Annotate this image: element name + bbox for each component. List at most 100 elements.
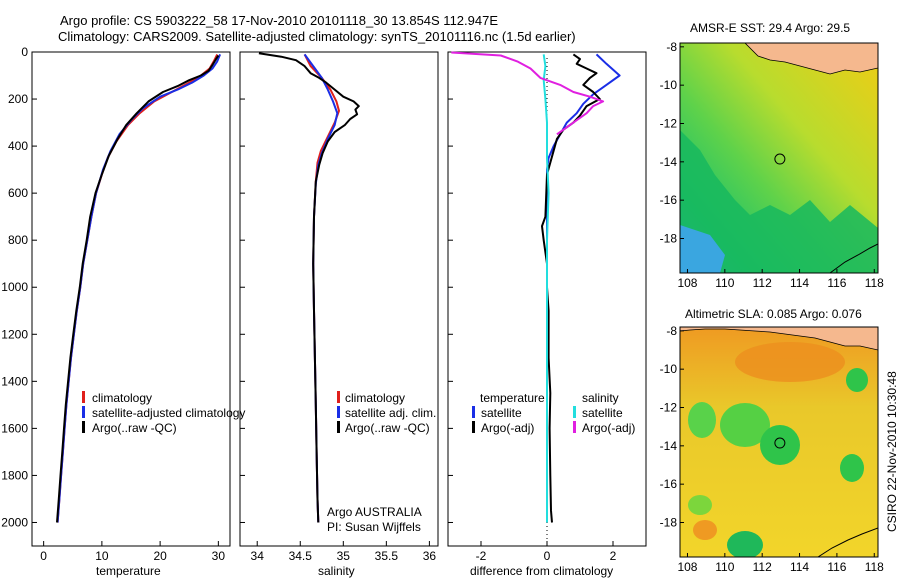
y-tick-label: 0 <box>21 45 28 59</box>
y-tick-label: 400 <box>8 139 28 153</box>
difference-x-label: difference from climatology <box>470 564 613 578</box>
sla-green-blob-6 <box>727 531 763 557</box>
series-line-salinity-argo-adj <box>451 51 605 136</box>
legend-label-argo: Argo(..raw -QC) <box>345 421 430 435</box>
legend-label-temp-satellite: satellite <box>481 406 522 420</box>
map-x-tick-label: 108 <box>677 276 697 290</box>
map-y-tick-label: -18 <box>660 232 678 246</box>
sla-green-blob-4 <box>846 368 868 392</box>
x-tick-label: 0 <box>40 549 47 563</box>
sla-orange-blob <box>735 342 845 382</box>
map-y-tick-label: -10 <box>660 362 678 376</box>
legend-swatch-satellite <box>337 406 340 418</box>
sst-land <box>744 43 878 75</box>
sst-argo-marker <box>774 153 786 165</box>
sst-map-frame <box>679 42 879 274</box>
series-line-satellite-adj-clim <box>303 53 339 523</box>
sst-blue-patch <box>680 225 725 273</box>
series-line-temperature-satellite <box>546 53 621 523</box>
x-tick-label: 35 <box>337 549 351 563</box>
legend-label-climatology: climatology <box>92 391 152 405</box>
map-y-tick-label: -14 <box>660 155 678 169</box>
x-tick-label: 0 <box>544 549 551 563</box>
sla-green-blob-5 <box>840 454 864 482</box>
legend-swatch-sal-argo <box>573 421 576 433</box>
series-line-climatology <box>56 53 219 523</box>
x-tick-label: -2 <box>476 549 487 563</box>
float-owner-line-1: Argo AUSTRALIA <box>327 505 422 519</box>
x-tick-label: 35.5 <box>375 549 399 563</box>
legend-label-sal-argo: Argo(-adj) <box>582 421 635 435</box>
y-tick-label: 1400 <box>1 374 28 388</box>
series-line-temperature-argo-adj <box>541 53 601 523</box>
legend-swatch-temp-satellite <box>472 406 475 418</box>
sla-green-blob-1 <box>688 402 716 438</box>
legend-label-temp-argo: Argo(-adj) <box>481 421 534 435</box>
sla-orange-blob-2 <box>693 520 717 540</box>
legend-label-sal-satellite: satellite <box>582 406 623 420</box>
legend-swatch-argo <box>82 421 85 433</box>
salinity-x-label: salinity <box>318 564 355 578</box>
y-tick-label: 200 <box>8 92 28 106</box>
salinity-panel: 34 34.5 35 35.5 36 salinity climatology sate… <box>239 51 439 578</box>
sst-cool-tongue <box>680 130 878 273</box>
side-stamp: CSIRO 22-Nov-2010 10:30:48 <box>885 371 899 532</box>
map-y-tick-label: -8 <box>666 40 677 54</box>
sst-coast-south <box>829 243 878 273</box>
map-y-tick-label: -18 <box>660 516 678 530</box>
legend-title-salinity: salinity <box>582 391 619 405</box>
series-line-satellite-adjusted-climatology <box>56 54 222 523</box>
chart-title-line-1: Argo profile: CS 5903222_58 17-Nov-2010 … <box>60 13 498 28</box>
map-y-tick-label: -10 <box>660 78 678 92</box>
map-x-tick-label: 118 <box>865 560 884 574</box>
salinity-series-lines <box>258 52 360 523</box>
map-x-tick-label: 110 <box>715 276 734 290</box>
map-x-tick-label: 116 <box>827 560 846 574</box>
map-x-tick-label: 108 <box>677 560 697 574</box>
legend-swatch-climatology <box>82 391 85 403</box>
legend-swatch-satellite <box>82 406 85 418</box>
legend-swatch-sal-satellite <box>573 406 576 418</box>
x-tick-label: 30 <box>212 549 226 563</box>
legend-label-climatology: climatology <box>345 391 405 405</box>
x-tick-label: 34 <box>251 549 265 563</box>
sst-map-title: AMSR-E SST: 29.4 Argo: 29.5 <box>690 21 850 35</box>
legend-swatch-climatology <box>337 391 340 403</box>
y-tick-label: 1200 <box>1 327 28 341</box>
x-tick-label: 20 <box>153 549 167 563</box>
x-tick-label: 36 <box>423 549 437 563</box>
temperature-legend: climatology satellite-adjusted climatolo… <box>82 391 245 435</box>
map-y-tick-label: -16 <box>660 193 678 207</box>
legend-swatch-temp-argo <box>472 421 475 433</box>
y-tick-label: 800 <box>8 233 28 247</box>
sla-argo-marker <box>774 437 786 449</box>
map-x-tick-label: 112 <box>753 560 772 574</box>
float-owner-line-2: PI: Susan Wijffels <box>327 520 421 534</box>
difference-legend: temperature satellite Argo(-adj) salinit… <box>472 391 635 435</box>
y-tick-label: 1600 <box>1 421 28 435</box>
sla-map-frame <box>679 326 879 558</box>
y-tick-label: 2000 <box>1 515 28 529</box>
sla-map-title: Altimetric SLA: 0.085 Argo: 0.076 <box>685 307 862 321</box>
x-tick-label: 2 <box>610 549 617 563</box>
y-tick-label: 600 <box>8 186 28 200</box>
y-tick-label: 1800 <box>1 468 28 482</box>
map-x-tick-label: 112 <box>753 276 772 290</box>
sla-green-blob-3 <box>760 425 800 465</box>
temperature-series-lines <box>56 53 222 523</box>
map-y-tick-label: -12 <box>660 117 678 131</box>
legend-swatch-argo <box>337 421 340 433</box>
chart-title-line-2: Climatology: CARS2009. Satellite-adjuste… <box>58 29 576 44</box>
series-line-salinity-satellite <box>542 54 550 523</box>
legend-label-satellite: satellite-adjusted climatology <box>92 406 245 420</box>
sla-map-ticks: 108 110 112 114 116 118 -8 -10 -12 -14 -16 -18 <box>660 324 884 574</box>
salinity-axis-ticks: 34 34.5 35 35.5 36 <box>240 51 437 563</box>
difference-panel: -2 0 2 difference from climatology tempera… <box>447 51 647 578</box>
difference-series-lines <box>451 51 621 523</box>
x-tick-label: 10 <box>95 549 109 563</box>
map-x-tick-label: 110 <box>715 560 734 574</box>
temperature-panel: 0 10 20 30 0 200 400 600 800 1000 1200 1400 1600 1800… <box>1 45 245 578</box>
legend-label-satellite: satellite adj. clim. <box>345 406 436 420</box>
map-y-tick-label: -16 <box>660 477 678 491</box>
